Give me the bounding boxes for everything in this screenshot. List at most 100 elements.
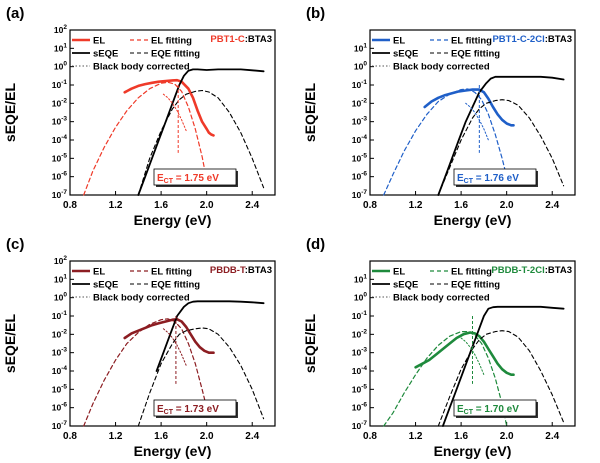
y-tick-label: 10-5 <box>52 383 68 394</box>
y-tick-label: 10-1 <box>352 79 368 90</box>
y-tick-label: 100 <box>354 292 367 303</box>
y-tick-label: 101 <box>354 273 367 284</box>
y-tick-label: 10-4 <box>352 365 368 376</box>
series-line <box>437 99 565 196</box>
legend-label: EQE fitting <box>151 280 200 291</box>
x-tick-group: 0.8 1.2 1.6 2.0 2.4 <box>63 191 260 211</box>
x-tick-label: 0.8 <box>63 200 77 211</box>
y-tick-label: 10-2 <box>352 328 368 339</box>
y-tick-label: 102 <box>54 255 67 266</box>
legend-label: EL <box>93 267 105 278</box>
y-tick-label: 10-5 <box>52 152 68 163</box>
x-tick-label: 1.6 <box>154 200 168 211</box>
y-axis-title: sEQE/EL <box>302 82 318 142</box>
legend: EL EL fitting sEQE EQE fitting Black body co… <box>72 267 200 304</box>
x-tick-label: 2.4 <box>245 431 259 442</box>
ect-value: ECT = 1.75 eV <box>157 173 219 185</box>
x-tick-label: 1.6 <box>454 431 468 442</box>
material-label: PBT1-C-2Cl:BTA3 <box>492 34 572 45</box>
legend-label: EQE fitting <box>151 49 200 60</box>
series-line <box>162 328 187 366</box>
y-tick-label: 101 <box>54 42 67 53</box>
axis-frame <box>69 29 276 196</box>
x-tick-label: 2.4 <box>545 431 559 442</box>
legend-label: EL <box>393 267 405 278</box>
y-tick-label: 10-7 <box>352 420 368 431</box>
x-tick-group: 0.8 1.2 1.6 2.0 2.4 <box>63 422 260 442</box>
legend-label: Black body corrected <box>393 293 490 304</box>
y-tick-label: 10-5 <box>352 383 368 394</box>
y-tick-label: 10-6 <box>52 171 68 182</box>
x-tick-label: 1.2 <box>409 200 423 211</box>
x-tick-label: 2.4 <box>245 200 259 211</box>
y-axis-title: sEQE/EL <box>2 82 18 142</box>
ect-box <box>153 168 237 186</box>
y-tick-label: 10-3 <box>52 347 68 358</box>
y-tick-label: 10-7 <box>52 189 68 200</box>
legend-label: Black body corrected <box>93 62 190 73</box>
ect-value: ECT = 1.76 eV <box>457 173 519 185</box>
x-tick-label: 2.0 <box>500 200 514 211</box>
legend: EL EL fitting sEQE EQE fitting Black body co… <box>372 267 500 304</box>
x-tick-label: 1.2 <box>109 431 123 442</box>
x-axis-title: Energy (eV) <box>134 443 212 459</box>
x-tick-label: 0.8 <box>63 431 77 442</box>
ect-value: ECT = 1.73 eV <box>157 404 219 416</box>
x-tick-label: 0.8 <box>363 431 377 442</box>
y-tick-label: 10-4 <box>352 134 368 145</box>
y-tick-label: 10-3 <box>52 116 68 127</box>
y-tick-label: 10-1 <box>52 310 68 321</box>
x-tick-label: 2.0 <box>200 200 214 211</box>
chart-panel: (a)0.8 1.2 1.6 2.0 2.410-710-610-510-410-310… <box>2 5 276 228</box>
ect-value: ECT = 1.70 eV <box>457 404 519 416</box>
x-tick-label: 1.6 <box>454 200 468 211</box>
y-tick-label: 10-3 <box>352 116 368 127</box>
series-line <box>137 327 265 427</box>
axis-frame <box>69 260 276 427</box>
y-tick-group: 10-7 10-6 10-5 10-4 10-3 10-2 10-1 100 101 <box>352 273 374 431</box>
x-tick-label: 0.8 <box>363 200 377 211</box>
y-tick-label: 10-1 <box>52 79 68 90</box>
x-tick-label: 2.4 <box>545 200 559 211</box>
y-tick-label: 10-2 <box>352 97 368 108</box>
x-axis-title: Energy (eV) <box>434 443 512 459</box>
legend-label: sEQE <box>93 49 118 60</box>
axis-frame <box>369 260 576 427</box>
x-tick-group: 0.8 1.2 1.6 2.0 2.4 <box>363 191 560 211</box>
y-tick-group: 10-7 10-6 10-5 10-4 10-3 10-2 10-1 100 101 102 <box>52 255 74 431</box>
legend-label: sEQE <box>93 280 118 291</box>
chart-panel: (d)0.8 1.2 1.6 2.0 2.410-710-610-510-410-310… <box>302 236 576 459</box>
series-line <box>383 330 508 427</box>
y-tick-label: 10-2 <box>52 328 68 339</box>
series-line <box>162 93 187 132</box>
y-tick-label: 10-4 <box>52 134 68 145</box>
series-line <box>441 305 565 427</box>
series-line <box>465 102 489 141</box>
series-line <box>437 75 565 196</box>
legend: EL EL fitting sEQE EQE fitting Black body co… <box>72 36 200 73</box>
axis-frame <box>369 29 576 196</box>
y-tick-label: 100 <box>54 61 67 72</box>
x-axis-title: Energy (eV) <box>434 212 512 228</box>
series-line <box>83 81 208 196</box>
panel-label: (b) <box>306 5 325 22</box>
ect-box <box>153 399 237 417</box>
material-label: PBDB-T-2Cl:BTA3 <box>491 265 572 276</box>
panel-label: (c) <box>6 236 24 253</box>
legend-label: Black body corrected <box>93 293 190 304</box>
y-tick-label: 10-3 <box>352 347 368 358</box>
ect-box <box>453 168 537 186</box>
y-tick-label: 10-6 <box>52 402 68 413</box>
legend-label: EL fitting <box>451 267 492 278</box>
series-line <box>383 88 508 196</box>
y-tick-label: 10-6 <box>352 402 368 413</box>
ect-box <box>453 399 537 417</box>
x-tick-group: 0.8 1.2 1.6 2.0 2.4 <box>363 422 560 442</box>
series-line <box>437 330 565 427</box>
x-tick-label: 2.0 <box>200 431 214 442</box>
legend-label: EQE fitting <box>451 280 500 291</box>
legend-label: sEQE <box>393 280 418 291</box>
legend-label: Black body corrected <box>393 62 490 73</box>
y-tick-label: 101 <box>354 42 367 53</box>
